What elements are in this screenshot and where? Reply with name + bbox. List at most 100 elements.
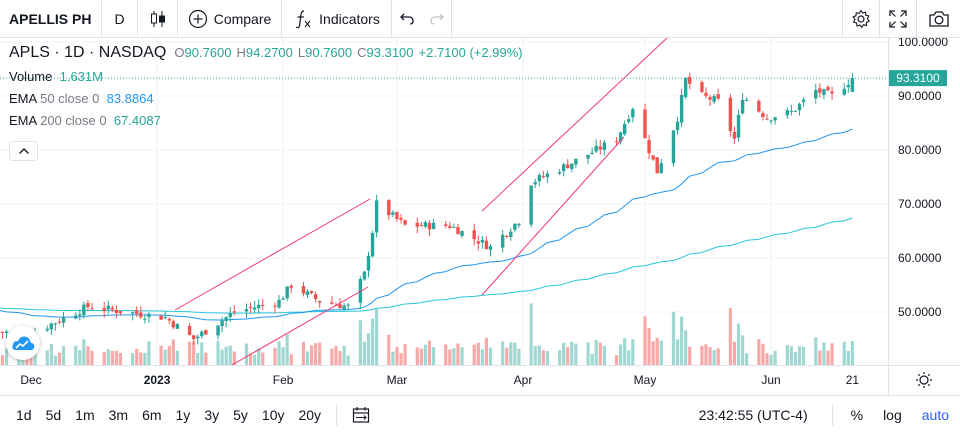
percent-scale-toggle[interactable]: %: [850, 407, 864, 423]
range-10y-button[interactable]: 10y: [261, 406, 285, 423]
bottom-toolbar: 1d 5d 1m 3m 6m 1y 3y 5y 10y 20y 23:42:55…: [0, 395, 960, 433]
ema200-value: 67.4087: [113, 113, 161, 128]
volume-bar: [261, 352, 265, 365]
axis-settings-button[interactable]: [916, 372, 932, 388]
range-20y-button[interactable]: 20y: [298, 406, 322, 423]
volume-bar: [139, 352, 143, 365]
settings-button[interactable]: [842, 0, 879, 38]
candle-body: [0, 331, 5, 333]
volume-bar: [537, 345, 541, 365]
range-5y-button[interactable]: 5y: [233, 406, 248, 423]
indicators-button[interactable]: Indicators: [282, 0, 392, 38]
candle-body: [566, 164, 570, 169]
volume-bar: [135, 348, 139, 365]
bottom-separator-2: [831, 404, 833, 426]
candle-body: [761, 113, 765, 118]
redo-icon[interactable]: [429, 11, 445, 27]
plus-circle-icon: [188, 9, 207, 28]
volume-bar: [517, 348, 521, 365]
candle-body: [460, 231, 464, 236]
volume-bar: [309, 345, 314, 365]
chart-legend: APLS · 1D · NASDAQ O90.7600 H94.2700 L90…: [9, 44, 523, 128]
range-3m-button[interactable]: 3m: [108, 406, 129, 423]
volume-bar: [757, 339, 761, 365]
candle-body: [135, 310, 139, 314]
clock-time[interactable]: 23:42:55 (UTC-4): [698, 407, 808, 423]
candle-body: [594, 145, 598, 152]
camera-icon: [928, 11, 949, 27]
candle-body: [622, 124, 627, 135]
volume-bar: [57, 352, 62, 365]
candle-body: [159, 315, 163, 320]
candle-body: [647, 140, 651, 154]
candle-body: [688, 76, 692, 84]
date-range-button[interactable]: [345, 396, 377, 433]
candle-body: [57, 321, 62, 323]
volume-bar: [200, 342, 204, 365]
price-chart[interactable]: 100.0000 90.0000 80.0000 70.0000 60.0000 50.0…: [0, 38, 960, 395]
candle-body: [452, 227, 456, 229]
chart-type-button[interactable]: [138, 0, 178, 38]
candle-body: [671, 130, 676, 164]
range-3y-button[interactable]: 3y: [204, 406, 220, 423]
candle-body: [557, 172, 562, 174]
trendline-3[interactable]: [481, 38, 668, 212]
tradingview-logo-button[interactable]: [6, 326, 40, 360]
volume-bar: [431, 347, 436, 365]
symbol-search-button[interactable]: APELLIS PH: [0, 0, 102, 38]
ema200-path: [0, 217, 853, 314]
trendline-4[interactable]: [481, 136, 625, 296]
volume-bar: [826, 350, 830, 365]
volume-bar: [204, 352, 208, 365]
log-scale-toggle[interactable]: log: [883, 407, 902, 423]
volume-bar: [704, 344, 708, 365]
candle-body: [118, 311, 123, 314]
price-axis[interactable]: [888, 38, 960, 365]
interval-button[interactable]: D: [102, 0, 138, 38]
trendlines[interactable]: [174, 38, 668, 366]
candle-body: [814, 89, 818, 99]
top-toolbar: APELLIS PH D Compare Indicators: [0, 0, 960, 38]
undo-icon[interactable]: [399, 11, 415, 27]
volume-bar: [842, 341, 846, 365]
volume-bar: [558, 350, 562, 365]
candle-body: [826, 87, 830, 91]
volume-bar: [509, 342, 513, 365]
volume-bar: [688, 346, 692, 365]
volume-bar: [623, 338, 627, 365]
range-1m-button[interactable]: 1m: [75, 406, 95, 423]
volume-bar: [334, 346, 338, 365]
volume-bar: [631, 339, 635, 365]
legend-ema200-row[interactable]: EMA 200 close 0 67.4087: [9, 113, 523, 128]
range-1d-button[interactable]: 1d: [16, 406, 32, 423]
compare-label: Compare: [213, 10, 272, 27]
legend-main-row[interactable]: APLS · 1D · NASDAQ O90.7600 H94.2700 L90…: [9, 44, 523, 62]
volume-bar: [484, 337, 489, 365]
range-1y-button[interactable]: 1y: [175, 406, 191, 423]
fullscreen-button[interactable]: [879, 0, 916, 38]
volume-bar: [712, 350, 716, 365]
candle-body: [643, 109, 647, 139]
snapshot-button[interactable]: [916, 0, 960, 38]
volume-bar: [330, 348, 334, 365]
candle-body: [391, 212, 395, 215]
volume-bar: [814, 337, 818, 365]
compare-button[interactable]: Compare: [178, 0, 282, 38]
range-5d-button[interactable]: 5d: [45, 406, 62, 423]
volume-bar: [114, 350, 118, 365]
candle-body: [740, 99, 745, 114]
candle-body: [505, 235, 509, 237]
candle-body: [631, 109, 635, 118]
time-tick-label: 21: [846, 373, 860, 387]
range-6m-button[interactable]: 6m: [142, 406, 162, 423]
auto-scale-toggle[interactable]: auto: [921, 407, 949, 423]
toolbar-right-group: [842, 0, 960, 38]
legend-ema50-row[interactable]: EMA 50 close 0 83.8864: [9, 91, 523, 106]
legend-collapse-button[interactable]: [9, 141, 38, 161]
candle-body: [257, 304, 261, 309]
trendline-1[interactable]: [174, 198, 371, 311]
trendline-2[interactable]: [231, 286, 369, 366]
volume-bar: [566, 347, 570, 365]
legend-volume-row[interactable]: Volume 1.631M: [9, 69, 523, 84]
volume-bar: [679, 316, 684, 365]
